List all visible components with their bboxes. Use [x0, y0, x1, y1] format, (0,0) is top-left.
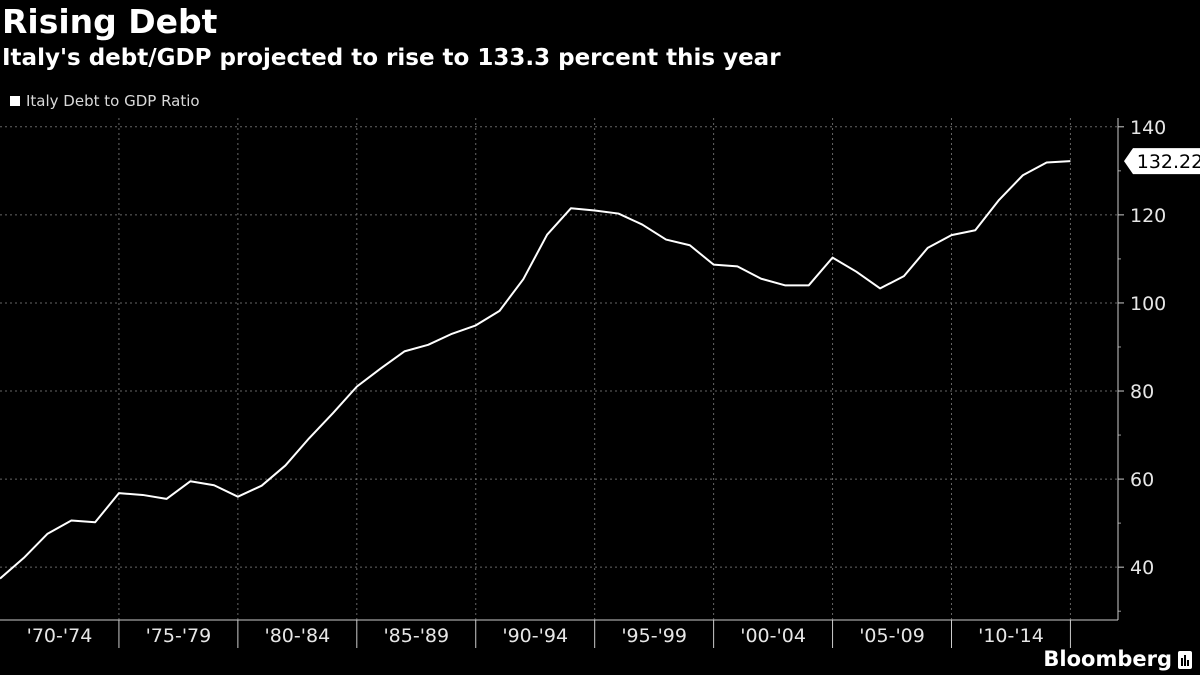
last-value-label: 132.22 [1137, 151, 1200, 173]
x-tick-label: '05-'09 [859, 625, 925, 647]
chart-title: Rising Debt [2, 2, 218, 41]
x-tick-label: '75-'79 [146, 625, 212, 647]
chart-subtitle: Italy's debt/GDP projected to rise to 13… [2, 45, 781, 71]
last-value-flag [1124, 148, 1200, 175]
y-tick-label: 120 [1130, 205, 1166, 227]
x-tick-labels: '70-'74 '75-'79 '80-'84 '85-'89 '90-'94 '95-'… [27, 625, 1044, 647]
legend-swatch-icon [10, 96, 20, 106]
y-tick-label: 140 [1130, 117, 1166, 139]
series-line [0, 160, 1071, 580]
legend: Italy Debt to GDP Ratio [10, 92, 200, 110]
x-tick-label: '95-'99 [621, 625, 687, 647]
y-tick-label: 100 [1130, 293, 1166, 315]
legend-label: Italy Debt to GDP Ratio [26, 92, 200, 110]
grid-lines [0, 118, 1118, 620]
x-tick-label: '90-'94 [502, 625, 568, 647]
last-value-callout: 132.22 [1124, 148, 1200, 175]
x-tick-label: '00-'04 [740, 625, 806, 647]
y-tick-label: 80 [1130, 381, 1154, 403]
y-tick-label: 40 [1130, 557, 1154, 579]
x-tick-label: '80-'84 [265, 625, 331, 647]
y-tick-label: 60 [1130, 469, 1154, 491]
x-tick-label: '85-'89 [383, 625, 449, 647]
brand-label: Bloomberg [1043, 647, 1172, 671]
series-layer [0, 160, 1071, 580]
source-brand: Bloomberg [1043, 647, 1192, 671]
bloomberg-bars-icon [1178, 651, 1192, 669]
y-tick-labels: 40 60 80 100 120 140 [1130, 117, 1166, 579]
axes [0, 118, 1124, 648]
x-tick-label: '70-'74 [27, 625, 93, 647]
x-tick-label: '10-'14 [978, 625, 1044, 647]
